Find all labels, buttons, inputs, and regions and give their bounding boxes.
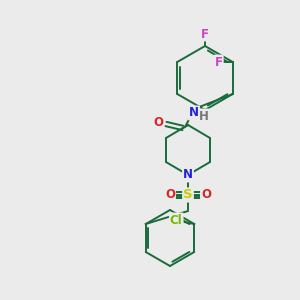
Text: O: O [153, 116, 163, 128]
Text: Cl: Cl [170, 214, 183, 226]
Text: O: O [165, 188, 175, 202]
Text: F: F [215, 56, 223, 68]
Text: H: H [199, 110, 209, 122]
Text: N: N [183, 169, 193, 182]
Text: N: N [189, 106, 199, 119]
Text: O: O [201, 188, 211, 202]
Text: F: F [201, 28, 209, 40]
Text: S: S [183, 188, 193, 202]
